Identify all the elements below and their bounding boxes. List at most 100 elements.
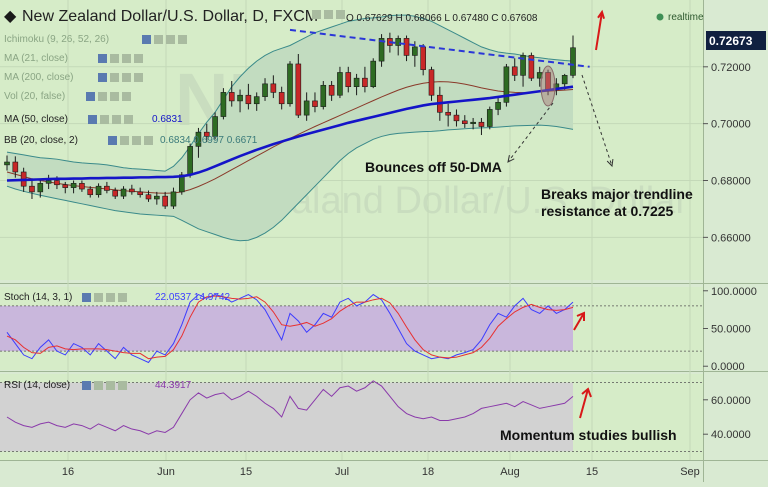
- candle-body: [62, 184, 69, 188]
- breaks-pointer: [581, 74, 613, 167]
- stoch-tick-label: 0.0000: [711, 361, 745, 373]
- candle-body: [270, 83, 277, 93]
- bullish-arrow-price: [595, 11, 603, 51]
- legend-control-icon[interactable]: [98, 92, 107, 101]
- legend-control-icon[interactable]: [110, 73, 119, 82]
- y-tick-label: 0.70000: [711, 119, 751, 131]
- legend-ma21[interactable]: MA (21, close): [4, 53, 68, 64]
- legend-control-icon[interactable]: [118, 381, 127, 390]
- candle-body: [120, 188, 127, 197]
- legend-rsi-value: 44.3917: [155, 380, 192, 391]
- bounce-pointer: [507, 102, 554, 163]
- candle-body: [154, 195, 160, 200]
- legend-control-icon[interactable]: [106, 381, 115, 390]
- candle-body: [203, 131, 210, 137]
- legend-control-icon[interactable]: [86, 92, 95, 101]
- candle-body: [453, 114, 460, 122]
- candle-body: [112, 190, 119, 197]
- stoch-arrow-shaft: [573, 312, 585, 331]
- legend-control-icon[interactable]: [124, 115, 133, 124]
- candle-body: [95, 185, 102, 196]
- legend-control-icon[interactable]: [100, 115, 109, 124]
- candle-body: [29, 185, 35, 193]
- legend-vol[interactable]: Vol (20, false): [4, 91, 65, 102]
- legend-control-icon[interactable]: [154, 35, 163, 44]
- legend-control-icon[interactable]: [132, 136, 141, 145]
- stoch-band: [0, 305, 573, 352]
- legend-ma200[interactable]: MA (200, close): [4, 72, 73, 83]
- candle-body: [54, 180, 60, 186]
- legend-control-icon[interactable]: [178, 35, 187, 44]
- candle-body: [345, 72, 352, 88]
- legend-control-icon[interactable]: [98, 73, 107, 82]
- legend-rsi[interactable]: RSI (14, close): [4, 380, 70, 391]
- candle-body: [253, 96, 260, 105]
- legend-control-icon[interactable]: [122, 92, 131, 101]
- candle-body: [70, 183, 77, 188]
- bb-upper-line: [6, 14, 574, 172]
- legend-control-icon[interactable]: [106, 293, 115, 302]
- candle-body: [362, 77, 368, 88]
- legend-control-icon[interactable]: [144, 136, 153, 145]
- candle-body: [486, 109, 493, 127]
- legend-control-icon[interactable]: [134, 73, 143, 82]
- candle-body: [412, 46, 418, 56]
- stoch-arrow-head: [576, 311, 585, 321]
- annotation-momentum: Momentum studies bullish: [500, 427, 677, 443]
- candle-body: [262, 83, 268, 97]
- bounce-pointer-head: [507, 155, 515, 163]
- legend-control-icon[interactable]: [120, 136, 129, 145]
- candle-body: [461, 120, 468, 124]
- x-tick-label: Jul: [335, 466, 349, 478]
- legend-stoch[interactable]: Stoch (14, 3, 1): [4, 292, 72, 303]
- candle-body: [470, 121, 476, 124]
- legend-control-icon[interactable]: [118, 293, 127, 302]
- candle-body: [178, 174, 185, 193]
- legend-control-icon[interactable]: [110, 54, 119, 63]
- legend-control-icon[interactable]: [82, 381, 91, 390]
- legend-bb[interactable]: BB (20, close, 2): [4, 135, 78, 146]
- rsi: [0, 380, 703, 452]
- candle-body: [378, 38, 385, 62]
- bb-lower-line: [6, 124, 574, 242]
- candle-body: [303, 100, 310, 116]
- legend-control-icon[interactable]: [142, 35, 151, 44]
- candle-body: [162, 195, 168, 207]
- ma50-line: [6, 85, 574, 182]
- legend-ma50-value: 0.6831: [152, 114, 183, 125]
- legend-control-icon[interactable]: [110, 92, 119, 101]
- legend-control-icon[interactable]: [98, 54, 107, 63]
- candle-body: [187, 146, 193, 176]
- legend-stoch-value: 22.0537 14.9742: [155, 292, 231, 303]
- legend-control-icon[interactable]: [112, 115, 121, 124]
- legend-control-icon[interactable]: [88, 115, 97, 124]
- candle-body: [137, 191, 143, 196]
- candle-body: [278, 92, 285, 105]
- x-tick-label: Sep: [680, 466, 700, 478]
- candle-body: [337, 72, 343, 96]
- candle-body: [520, 55, 526, 76]
- candle-body: [237, 94, 243, 102]
- candle-body: [420, 46, 426, 70]
- stochastic: [0, 293, 703, 364]
- x-tick-label: 18: [422, 466, 434, 478]
- legend-control-icon[interactable]: [166, 35, 175, 44]
- legend-ichimoku[interactable]: Ichimoku (9, 26, 52, 26): [4, 34, 109, 45]
- legend-control-icon[interactable]: [94, 381, 103, 390]
- legend-ma50[interactable]: MA (50, close): [4, 114, 68, 125]
- candle-body: [79, 183, 85, 190]
- candle-body: [170, 191, 177, 207]
- header-controls[interactable]: [312, 10, 345, 19]
- stoch-tick-label: 100.0000: [711, 286, 757, 298]
- legend-control-icon[interactable]: [134, 54, 143, 63]
- legend-control-icon[interactable]: [82, 293, 91, 302]
- legend-control-icon[interactable]: [94, 293, 103, 302]
- legend-control-icon[interactable]: [108, 136, 117, 145]
- stoch-tick-label: 50.0000: [711, 324, 751, 336]
- candle-body: [511, 66, 518, 76]
- candle-body: [195, 131, 202, 147]
- realtime-label: realtime: [668, 12, 704, 23]
- legend-control-icon[interactable]: [122, 54, 131, 63]
- legend-control-icon[interactable]: [122, 73, 131, 82]
